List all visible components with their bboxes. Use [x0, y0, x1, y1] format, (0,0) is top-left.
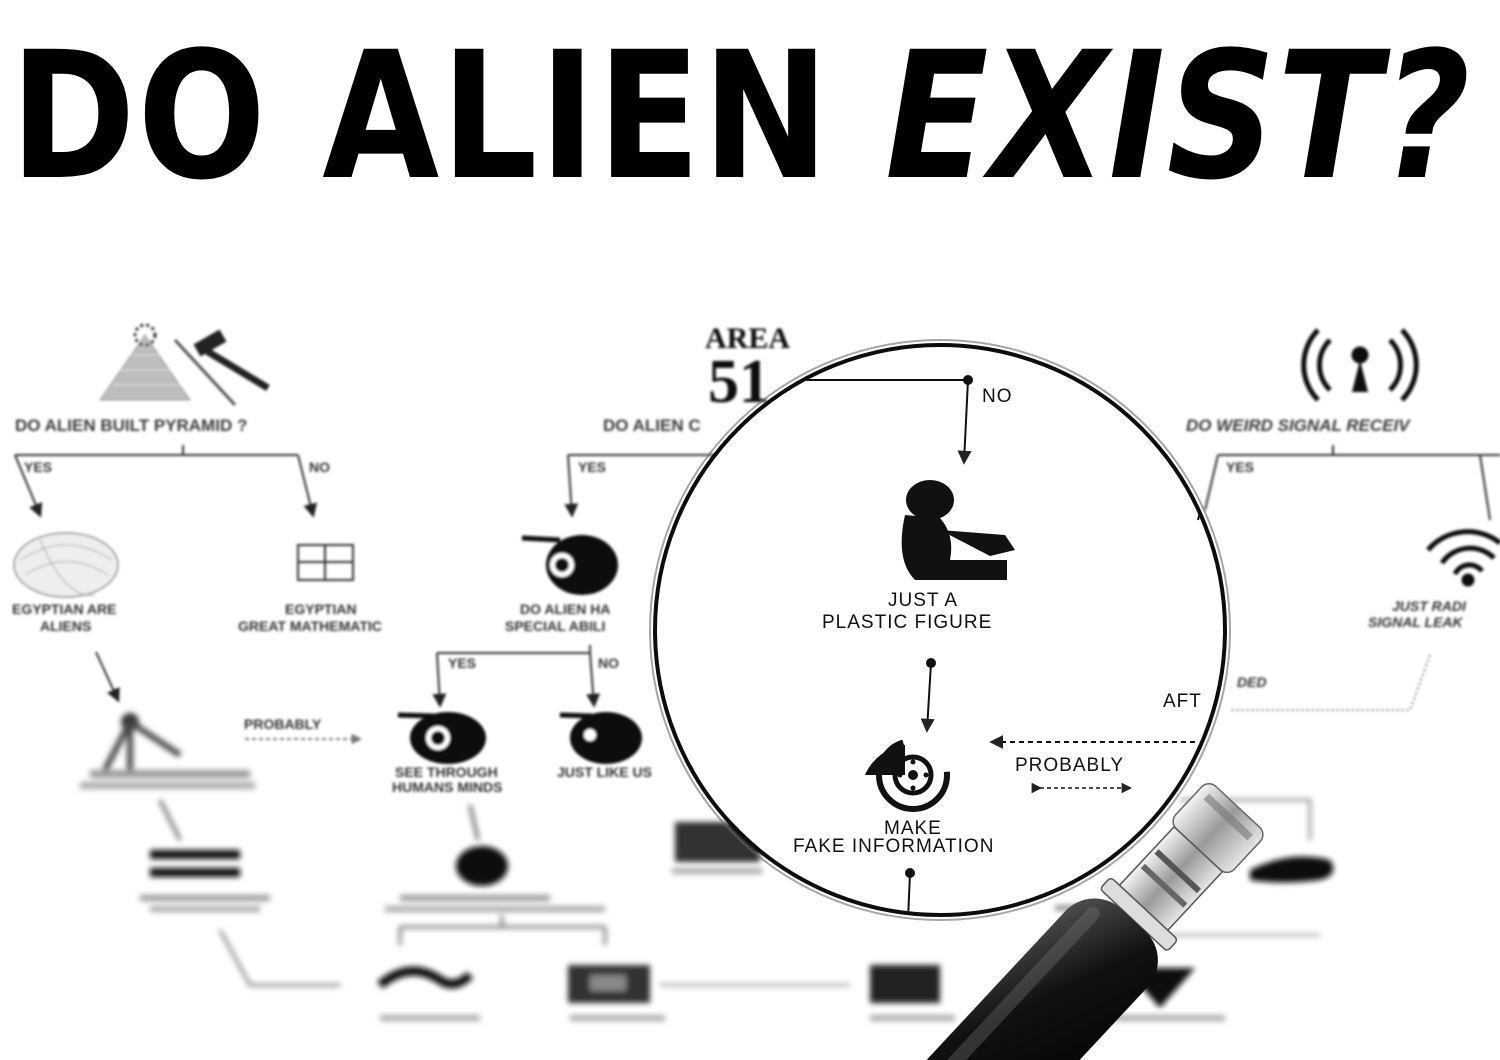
arrow-egyptian-down [95, 651, 120, 703]
node-radio-line2: SIGNAL LEAK [1368, 614, 1464, 630]
area51-icon: AREA 51 [705, 322, 790, 416]
node-egyptian-aliens-line1: EGYPTIAN ARE [12, 601, 117, 617]
node-fake-line2: FAKE INFORMATION [793, 836, 994, 857]
globe-icon [13, 532, 119, 598]
branch-ded: DED [1237, 674, 1267, 690]
branch-yes-1: YES [24, 459, 52, 475]
pyramid-branch-lines [14, 445, 318, 518]
node-plastic-line1: JUST A [888, 590, 958, 611]
see-through-eye-icon [397, 712, 486, 764]
wifi-icon [1426, 529, 1500, 587]
node-radio-line1: JUST RADI [1392, 598, 1467, 614]
just-like-us-eye-icon [559, 712, 642, 764]
branch-no-main: NO [982, 386, 1013, 407]
branch-probably-main: PROBABLY [1015, 755, 1124, 776]
pyramid-icon [99, 323, 191, 401]
magnifier-lens-content: NO JUST A PLASTIC FIGURE MAKE FAKE INFOR… [657, 347, 1223, 913]
node-special-line2: SPECIAL ABILI [505, 618, 605, 634]
question-signal: DO WEIRD SIGNAL RECEIV [1186, 416, 1411, 435]
title-part-b: EXIST? [885, 14, 1472, 219]
hammer-icon [173, 329, 270, 407]
branch-yes-2: YES [578, 459, 606, 475]
plastic-figure-icon [901, 480, 1015, 580]
special-branch-lines [432, 645, 601, 708]
node-plastic-line2: PLASTIC FIGURE [822, 612, 992, 633]
node-special-line1: DO ALIEN HA [520, 601, 610, 617]
node-just-like-us: JUST LIKE US [557, 764, 652, 780]
branch-yes-4: YES [448, 655, 476, 671]
area51-branch-lines [564, 454, 720, 518]
branch-aft: AFT [1163, 691, 1202, 712]
node-fake-line1: MAKE [884, 818, 942, 839]
node-see-through-line2: HUMANS MINDS [392, 779, 502, 795]
background-flowchart: AREA 51 DO ALIEN BUILT PYRAMID ? DO ALIE… [12, 322, 1500, 795]
page-title: DO ALIEN EXIST? [10, 22, 1470, 212]
branch-probably-left: PROBABLY [244, 716, 322, 732]
branch-yes-3: YES [1226, 459, 1254, 475]
area51-top-label: AREA [705, 322, 790, 355]
node-egyptian-math-line1: EGYPTIAN [285, 601, 357, 617]
question-area51: DO ALIEN C [603, 416, 701, 435]
area51-bottom-label: 51 [708, 348, 770, 416]
question-pyramid: DO ALIEN BUILT PYRAMID ? [15, 416, 247, 435]
branch-no-1: NO [309, 459, 330, 475]
eye-icon [521, 535, 618, 595]
arrow-plastic-to-fake [920, 662, 935, 733]
branch-no-4: NO [598, 655, 619, 671]
magnifying-glass-icon [649, 339, 1264, 1060]
title-part-a: DO ALIEN [10, 14, 886, 219]
antenna-icon [1301, 328, 1419, 402]
fake-information-icon [865, 738, 950, 812]
node-see-through-line1: SEE THROUGH [395, 764, 498, 780]
signal-branch-lines [1204, 445, 1500, 521]
node-egyptian-math-line2: GREAT MATHEMATIC [238, 618, 382, 634]
grid-icon [297, 544, 354, 581]
node-egyptian-aliens-line2: ALIENS [40, 618, 91, 634]
